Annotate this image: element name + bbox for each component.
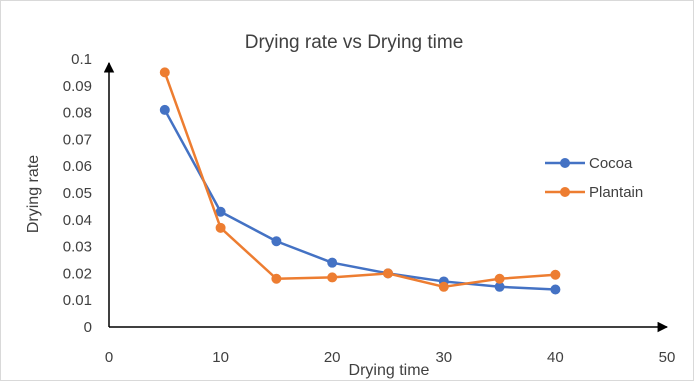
data-point-plantain (327, 272, 338, 283)
data-point-plantain (215, 222, 226, 233)
y-tick-label: 0.08 (63, 105, 92, 122)
y-tick-labels: 0 0.01 0.02 0.03 0.04 0.05 0.06 0.07 0.08 0.09 0.1 (63, 51, 92, 336)
x-axis-label: Drying time (349, 362, 430, 379)
y-tick-label: 0.07 (63, 131, 92, 148)
y-tick-label: 0.01 (63, 292, 92, 309)
y-axis-label: Drying rate (25, 155, 42, 233)
x-tick-label: 10 (212, 349, 229, 366)
y-tick-label: 0.09 (63, 78, 92, 95)
x-tick-label: 50 (659, 349, 676, 366)
x-tick-label: 0 (105, 349, 113, 366)
x-tick-label: 40 (547, 349, 564, 366)
y-tick-label: 0.1 (71, 51, 92, 68)
data-point-plantain (271, 273, 282, 284)
legend: Cocoa Plantain (545, 155, 643, 201)
data-point-cocoa (159, 104, 170, 115)
data-point-cocoa (215, 206, 226, 217)
data-point-cocoa (327, 257, 338, 268)
data-point-plantain (438, 281, 449, 292)
y-tick-label: 0.05 (63, 185, 92, 202)
legend-marker-plantain (560, 187, 570, 197)
x-tick-label: 30 (435, 349, 452, 366)
x-tick-label: 20 (324, 349, 341, 366)
legend-label-cocoa: Cocoa (589, 155, 633, 172)
y-tick-label: 0 (84, 319, 92, 336)
y-tick-label: 0.04 (63, 212, 92, 229)
series-layer (159, 67, 561, 295)
y-tick-label: 0.03 (63, 239, 92, 256)
series-line-plantain (163, 71, 556, 289)
y-tick-label: 0.02 (63, 265, 92, 282)
chart-title: Drying rate vs Drying time (245, 32, 464, 53)
data-point-cocoa (550, 284, 561, 295)
data-point-plantain (494, 273, 505, 284)
x-tick-labels: 0 10 20 30 40 50 (105, 349, 676, 366)
legend-label-plantain: Plantain (589, 184, 643, 201)
data-point-cocoa (494, 281, 505, 292)
data-point-cocoa (271, 236, 282, 247)
series-line-cocoa (163, 109, 556, 291)
data-point-plantain (550, 269, 561, 280)
data-point-plantain (159, 67, 170, 78)
data-point-plantain (383, 268, 393, 279)
legend-marker-cocoa (560, 158, 570, 168)
y-tick-label: 0.06 (63, 158, 92, 175)
